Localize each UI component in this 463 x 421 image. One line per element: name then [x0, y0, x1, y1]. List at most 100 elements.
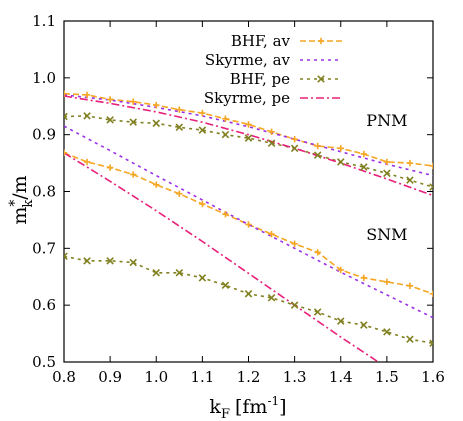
data-point [268, 230, 275, 238]
x-tick-label: 1.3 [283, 368, 307, 386]
x-axis-title-main: k [209, 396, 221, 418]
x-tick-label: 1.4 [329, 368, 353, 386]
data-point [383, 169, 391, 178]
data-point [129, 118, 137, 126]
series-line-pnm-3 [64, 95, 433, 197]
data-point [106, 96, 114, 103]
tick-labels: 0.8 0.9 1.0 1.1 1.2 1.3 1.4 1.5 1.6 0.5 0.6 0.7 0.8 0… [32, 12, 445, 386]
data-point [153, 101, 160, 109]
data-point [64, 149, 68, 157]
data-point [83, 257, 91, 265]
x-axis-title-sub: F [221, 407, 230, 421]
y-axis-title: m*k/m [7, 175, 36, 224]
y-axis-title-main: m [9, 207, 31, 225]
data-point [198, 274, 207, 282]
data-point [176, 190, 183, 197]
data-point [221, 281, 230, 290]
data-point [106, 257, 114, 265]
data-point [152, 269, 161, 277]
data-point [406, 335, 414, 344]
data-point [337, 145, 344, 152]
data-point [175, 123, 184, 132]
data-point [383, 328, 391, 336]
data-point [106, 116, 114, 124]
data-point [199, 200, 206, 208]
data-point [290, 301, 299, 309]
legend-marker [317, 75, 325, 83]
data-point [83, 91, 91, 99]
data-point [106, 164, 114, 171]
data-point [152, 119, 161, 128]
data-point [64, 252, 68, 261]
y-axis-title-sub: k [21, 200, 36, 208]
x-axis-title-unit: [fm [235, 396, 267, 418]
data-point [129, 98, 137, 105]
data-point [360, 321, 368, 329]
data-point [267, 139, 276, 147]
data-point [290, 144, 299, 153]
data-point [429, 290, 433, 297]
x-tick-label: 0.8 [52, 368, 76, 386]
legend-label: Skyrme, pe [204, 89, 290, 107]
x-axis-title-unit-end: ] [279, 396, 286, 418]
data-point [83, 112, 91, 120]
series-line-snm-6 [64, 255, 433, 344]
x-tick-label: 1.5 [375, 368, 399, 386]
data-point [360, 163, 368, 171]
data-point [244, 290, 253, 298]
y-tick-label: 0.9 [32, 126, 56, 144]
y-axis-title-end: /m [9, 175, 31, 199]
data-point [64, 90, 68, 97]
data-point [129, 258, 137, 267]
data-point [406, 282, 414, 290]
data-point [221, 130, 230, 139]
x-tick-label: 1.6 [421, 368, 445, 386]
y-axis-title-sup: * [7, 200, 23, 207]
data-point [313, 308, 322, 316]
data-point [336, 158, 345, 166]
y-tick-label: 0.6 [32, 296, 56, 314]
data-point [314, 142, 321, 150]
data-point [429, 183, 433, 191]
data-point [429, 162, 433, 170]
data-point [406, 159, 414, 167]
y-tick-label: 0.8 [32, 183, 56, 201]
data-point [291, 240, 298, 247]
legend-label: BHF, av [231, 32, 291, 50]
data-point [222, 211, 229, 218]
data-point [313, 151, 322, 159]
data-point [244, 134, 253, 142]
y-tick-label: 1.0 [32, 69, 56, 87]
x-tick-label: 1.2 [237, 368, 261, 386]
annotation-pnm: PNM [366, 111, 407, 130]
data-point [199, 109, 206, 117]
data-point [336, 317, 345, 325]
markers [64, 90, 433, 348]
data-point [360, 274, 368, 282]
data-point [64, 112, 68, 121]
data-point [383, 278, 391, 286]
x-tick-label: 0.9 [98, 368, 122, 386]
legend-marker [317, 37, 325, 45]
data-point [83, 158, 91, 166]
x-tick-label: 1.1 [190, 368, 214, 386]
data-point [429, 339, 433, 348]
data-point [268, 128, 275, 136]
y-tick-label: 1.1 [32, 12, 56, 30]
data-point [245, 221, 252, 228]
x-axis-title: kF [fm-1] [209, 394, 286, 421]
y-tick-label: 0.5 [32, 353, 56, 371]
x-tick-label: 1.0 [144, 368, 168, 386]
ticks [63, 20, 434, 363]
data-point [222, 115, 229, 122]
data-point [129, 171, 137, 178]
data-point [337, 266, 344, 274]
data-point [153, 181, 160, 188]
data-point [176, 106, 183, 113]
data-point [360, 150, 368, 158]
data-point [175, 269, 184, 277]
series-line-snm-7 [64, 152, 380, 362]
legend-label: Skyrme, av [205, 51, 291, 69]
